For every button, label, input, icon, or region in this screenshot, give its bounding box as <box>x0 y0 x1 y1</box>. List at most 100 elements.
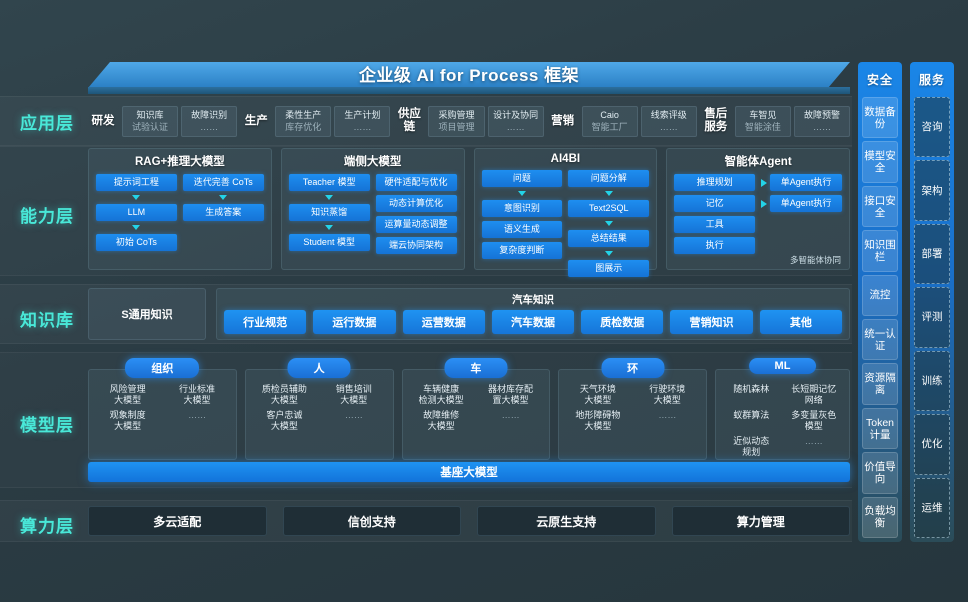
capability-columns: Teacher 模型 知识蒸馏 Student 模型 硬件适配与优化 动态计算优化 运算量… <box>288 174 457 254</box>
capability-node[interactable]: 记忆 <box>674 195 756 212</box>
model-item: 质检员辅助 大模型 <box>261 384 307 405</box>
capability-node[interactable]: Text2SQL <box>568 200 650 217</box>
capability-node[interactable]: 推理规划 <box>674 174 756 191</box>
model-group-pill: 车 <box>444 358 508 378</box>
capability-node[interactable]: 端云协同架构 <box>375 237 457 254</box>
capability-node[interactable]: 图展示 <box>568 260 650 277</box>
capability-node[interactable]: 单Agent执行 <box>770 174 842 191</box>
service-column-item[interactable]: 架构 <box>914 160 950 221</box>
application-card-line2: …… <box>659 121 678 132</box>
capability-panel: 端侧大模型 Teacher 模型 知识蒸馏 Student 模型 硬件适配与优化 动态计算… <box>280 148 465 270</box>
security-column-item[interactable]: 数据备份 <box>862 97 898 139</box>
application-card-line2: 项目管理 <box>438 121 475 132</box>
application-card[interactable]: 采购管理 项目管理 <box>428 105 485 137</box>
capability-node[interactable]: 初始 CoTs <box>96 234 177 251</box>
application-card-list: 知识库 试验认证 故障识别…… <box>122 105 238 137</box>
arrow-down-icon <box>604 251 613 256</box>
capability-node[interactable]: 运算量动态调整 <box>375 216 457 233</box>
capability-node[interactable]: 硬件适配与优化 <box>375 174 457 191</box>
arrow-down-icon <box>132 195 141 200</box>
capability-node[interactable]: 问题分解 <box>568 170 650 187</box>
application-group-name: 售后服务 <box>704 108 728 133</box>
compute-chip[interactable]: 信创支持 <box>282 506 461 536</box>
security-column-item[interactable]: 统一认证 <box>862 319 898 361</box>
model-item: 长短期记忆 网络 <box>791 384 837 405</box>
capability-node[interactable]: 意图识别 <box>481 200 563 217</box>
capability-node[interactable]: 动态计算优化 <box>375 195 457 212</box>
service-column-item[interactable]: 运维 <box>914 477 950 538</box>
security-column-item[interactable]: 模型安全 <box>862 141 898 183</box>
capability-node[interactable]: 复杂度判断 <box>481 242 563 259</box>
capability-node[interactable]: 生成答案 <box>182 204 264 221</box>
application-card[interactable]: 故障预警…… <box>793 105 851 137</box>
service-column-item[interactable]: 优化 <box>914 414 950 475</box>
knowledge-chip[interactable]: 行业规范 <box>224 310 307 334</box>
model-item: 随机森林 <box>733 384 770 394</box>
capability-node[interactable]: LLM <box>96 204 177 221</box>
stripe-application <box>0 96 852 146</box>
capability-panel-title: RAG+推理大模型 <box>134 156 225 168</box>
service-column-item[interactable]: 评测 <box>914 287 950 348</box>
application-card[interactable]: 生产计划…… <box>334 105 391 137</box>
model-group-box: 质检员辅助 大模型 销售培训 大模型 客户忠诚 大模型 …… <box>244 369 394 460</box>
model-item: 器材库存配 置大模型 <box>488 384 534 405</box>
capability-node[interactable]: 执行 <box>674 237 756 254</box>
capability-node[interactable]: 总结结果 <box>568 230 650 247</box>
capability-node[interactable]: 迭代完善 CoTs <box>182 174 264 191</box>
model-group-pill: 人 <box>287 358 351 378</box>
capability-panel-title: 端侧大模型 <box>343 156 402 168</box>
application-card[interactable]: 线索评级…… <box>640 105 697 137</box>
compute-layer-row: 多云适配 信创支持 云原生支持 算力管理 <box>88 506 850 536</box>
knowledge-chip[interactable]: 其他 <box>759 310 842 334</box>
layer-label-application: 应用层 <box>20 114 74 133</box>
capability-left-column: 问题意图识别语义生成复杂度判断 <box>481 170 563 259</box>
stripe-capability <box>0 146 852 276</box>
capability-node[interactable]: 问题 <box>481 170 563 187</box>
knowledge-chip[interactable]: 汽车数据 <box>491 310 575 334</box>
capability-node[interactable]: Teacher 模型 <box>288 174 370 191</box>
capability-right-column: 问题分解 Text2SQL 总结结果图展示 <box>568 170 650 277</box>
capability-columns: 提示词工程 LLM 初始 CoTs 迭代完善 CoTs 生成答案 <box>96 174 264 251</box>
service-column-item[interactable]: 部署 <box>914 223 950 285</box>
service-column-item[interactable]: 训练 <box>914 350 950 412</box>
capability-columns: 推理规划 记忆 工具 执行 单Agent执行 单Agent执行 <box>674 174 842 254</box>
layer-label-model: 模型层 <box>20 416 74 435</box>
security-column-item[interactable]: 接口安全 <box>862 185 898 228</box>
application-group: 生产 柔性生产 库存优化 生产计划…… <box>241 100 391 142</box>
application-card[interactable]: 柔性生产 库存优化 <box>275 105 332 137</box>
model-item: …… <box>804 436 823 446</box>
application-card-line2: 试验认证 <box>132 121 169 132</box>
capability-node[interactable]: 工具 <box>674 216 756 233</box>
capability-node[interactable]: 语义生成 <box>481 221 563 238</box>
capability-left-column: 推理规划记忆工具执行 <box>674 174 756 254</box>
security-column-item[interactable]: 资源隔离 <box>862 363 898 405</box>
capability-node[interactable]: Student 模型 <box>288 234 370 251</box>
application-card[interactable]: 设计及协同…… <box>487 105 544 137</box>
compute-chip[interactable]: 多云适配 <box>88 506 267 536</box>
compute-chip[interactable]: 云原生支持 <box>477 506 656 536</box>
capability-panel: AI4BI 问题 意图识别 语义生成 复杂度判断 问题分解 Text2SQL 总结结果 图展示 <box>473 148 658 277</box>
knowledge-auto-box: 汽车知识 行业规范 运行数据 运营数据 汽车数据 质检数据 营销知识 其他 <box>216 288 850 340</box>
application-card[interactable]: 车智见 智能涂佳 <box>734 105 791 137</box>
service-column-item[interactable]: 咨询 <box>914 97 950 158</box>
security-column-item[interactable]: Token计量 <box>862 407 898 450</box>
capability-node[interactable]: 知识蒸馏 <box>288 204 370 221</box>
security-column-item[interactable]: 流控 <box>862 274 898 317</box>
knowledge-chip[interactable]: 质检数据 <box>581 310 664 334</box>
application-card[interactable]: 故障识别…… <box>181 105 238 137</box>
security-column-item[interactable]: 价值导向 <box>862 452 898 494</box>
model-item: 销售培训 大模型 <box>335 384 372 405</box>
capability-node[interactable]: 提示词工程 <box>96 174 177 191</box>
compute-chip[interactable]: 算力管理 <box>671 506 850 536</box>
application-card[interactable]: 知识库 试验认证 <box>122 105 179 137</box>
application-card[interactable]: Caio 智能工厂 <box>581 105 638 137</box>
security-column-item[interactable]: 负载均衡 <box>862 496 898 539</box>
knowledge-chip[interactable]: 运营数据 <box>402 310 485 334</box>
knowledge-chip[interactable]: 营销知识 <box>670 310 753 334</box>
stripe-model <box>0 352 852 488</box>
model-item: 风险管理 大模型 <box>109 384 146 405</box>
arrow-down-icon <box>325 225 334 230</box>
security-column-item[interactable]: 知识围栏 <box>862 230 898 272</box>
capability-node[interactable]: 单Agent执行 <box>770 195 842 212</box>
knowledge-chip[interactable]: 运行数据 <box>313 310 396 334</box>
